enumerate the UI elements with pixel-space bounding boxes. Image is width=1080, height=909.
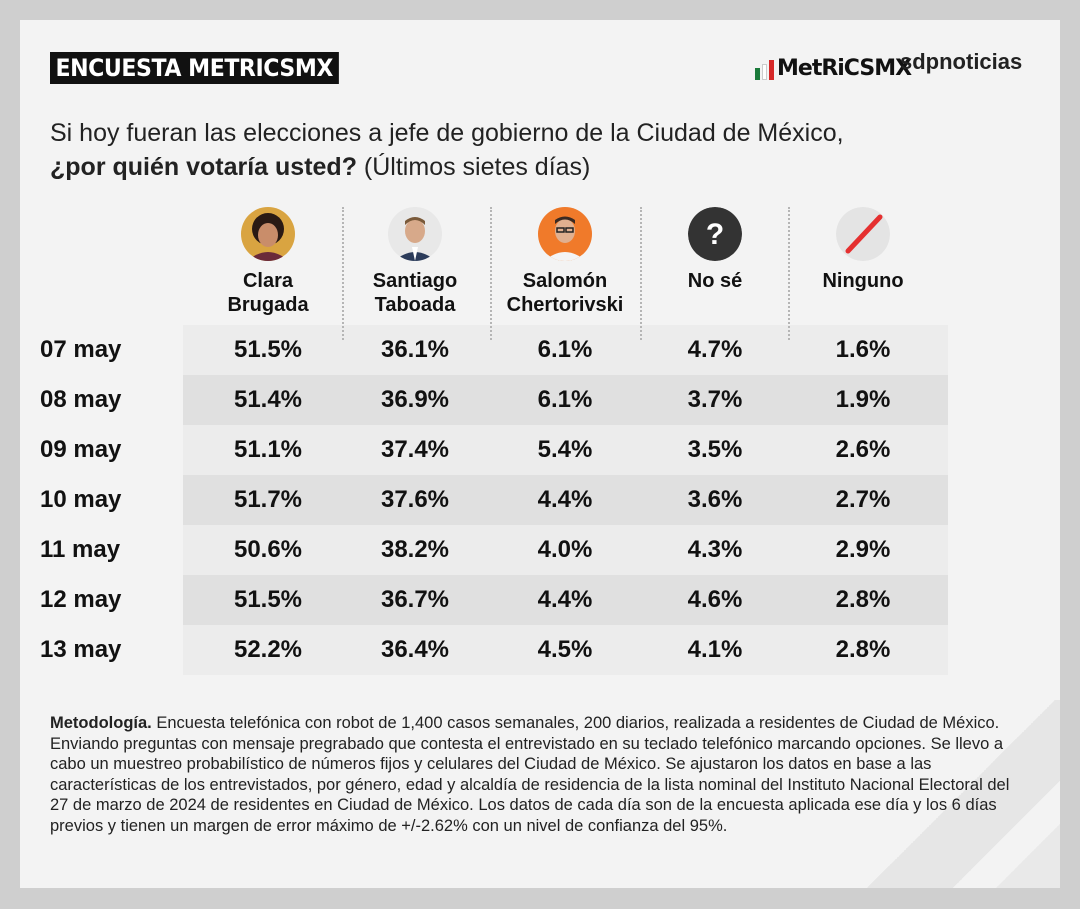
row-date-label: 10 may [40, 486, 122, 513]
table-cell-value: 2.8% [835, 586, 891, 613]
column-separator [788, 207, 790, 340]
corner-decoration [840, 700, 1060, 888]
table-cell-value: 4.1% [687, 636, 743, 663]
table-row-background [183, 475, 948, 525]
row-date-label: 13 may [40, 636, 122, 663]
methodology-label: Metodología. [50, 714, 152, 732]
table-cell-value: 4.4% [537, 586, 593, 613]
table-cell-value: 4.4% [537, 486, 593, 513]
table-cell-value: 1.9% [835, 386, 891, 413]
table-cell-value: 52.2% [233, 636, 303, 663]
table-cell-value: 2.8% [835, 636, 891, 663]
row-date-label: 07 may [40, 336, 122, 363]
metricsmx-wordmark: MetRiCSMX [777, 56, 912, 81]
table-row-background [183, 625, 948, 675]
table-cell-value: 4.3% [687, 536, 743, 563]
table-cell-value: 3.7% [687, 386, 743, 413]
column-separator [640, 207, 642, 340]
column-header-line1: No sé [687, 270, 743, 292]
table-cell-value: 4.6% [687, 586, 743, 613]
candidate-photo-santiago-taboada [388, 207, 442, 261]
table-cell-value: 50.6% [233, 536, 303, 563]
column-header-line2: Taboada [374, 294, 456, 316]
column-header-line2: Chertorivski [506, 294, 624, 316]
table-row-background [183, 425, 948, 475]
question-bold: ¿por quién votaría usted? [50, 153, 357, 181]
table-cell-value: 37.6% [380, 486, 450, 513]
table-cell-value: 6.1% [537, 336, 593, 363]
table-cell-value: 4.5% [537, 636, 593, 663]
table-cell-value: 3.6% [687, 486, 743, 513]
candidate-photo-salomon-chertorivski [538, 207, 592, 261]
table-cell-value: 5.4% [537, 436, 593, 463]
table-cell-value: 2.7% [835, 486, 891, 513]
table-cell-value: 38.2% [380, 536, 450, 563]
question-line1: Si hoy fueran las elecciones a jefe de g… [50, 119, 844, 147]
table-cell-value: 1.6% [835, 336, 891, 363]
table-cell-value: 51.5% [233, 586, 303, 613]
svg-text:?: ? [706, 218, 724, 251]
table-cell-value: 36.7% [380, 586, 450, 613]
column-header-line1: Ninguno [822, 270, 904, 292]
table-cell-value: 51.4% [233, 386, 303, 413]
table-row-background [183, 575, 948, 625]
table-row-background [183, 325, 948, 375]
table-cell-value: 51.7% [233, 486, 303, 513]
column-header-line1: Salomón [522, 270, 608, 292]
row-date-label: 12 may [40, 586, 122, 613]
question-mark-icon: ? [688, 207, 742, 261]
table-cell-value: 4.7% [687, 336, 743, 363]
column-header: Santiago Taboada [340, 269, 490, 317]
column-separator [490, 207, 492, 340]
table-cell-value: 36.9% [380, 386, 450, 413]
table-cell-value: 51.5% [233, 336, 303, 363]
column-header: Clara Brugada [193, 269, 343, 317]
survey-badge: ENCUESTA METRICSMX [50, 52, 339, 84]
sdpnoticias-logo: sdpnoticias [900, 49, 1023, 74]
methodology-body: Encuesta telefónica con robot de 1,400 c… [50, 714, 1010, 835]
candidate-photo-clara-brugada [241, 207, 295, 261]
poll-card: ENCUESTA METRICSMX MetRiCSMX sdpnoticias… [20, 20, 1060, 888]
table-row-background [183, 525, 948, 575]
table-cell-value: 2.6% [835, 436, 891, 463]
table-cell-value: 37.4% [380, 436, 450, 463]
row-date-label: 11 may [40, 536, 121, 563]
table-row-background [183, 375, 948, 425]
table-cell-value: 6.1% [537, 386, 593, 413]
slash-icon [836, 207, 890, 261]
table-cell-value: 36.4% [380, 636, 450, 663]
column-header-line1: Santiago [372, 270, 458, 292]
question-text: Si hoy fueran las elecciones a jefe de g… [50, 116, 1030, 184]
column-separator [342, 207, 344, 340]
metricsmx-logo: MetRiCSMX [755, 50, 912, 81]
table-cell-value: 2.9% [835, 536, 891, 563]
question-rest: (Últimos sietes días) [356, 153, 591, 181]
column-header-line2: Brugada [227, 294, 309, 316]
table-cell-value: 51.1% [233, 436, 303, 463]
flag-bars-icon [755, 60, 774, 80]
column-header: No sé [640, 269, 790, 293]
column-header: Ninguno [788, 269, 938, 293]
table-cell-value: 4.0% [537, 536, 593, 563]
column-header: Salomón Chertorivski [490, 269, 640, 317]
table-cell-value: 36.1% [380, 336, 450, 363]
table-cell-value: 3.5% [687, 436, 743, 463]
methodology-text: Metodología. Encuesta telefónica con rob… [50, 713, 1025, 836]
column-header-line1: Clara [242, 270, 294, 292]
row-date-label: 08 may [40, 386, 122, 413]
row-date-label: 09 may [40, 436, 122, 463]
